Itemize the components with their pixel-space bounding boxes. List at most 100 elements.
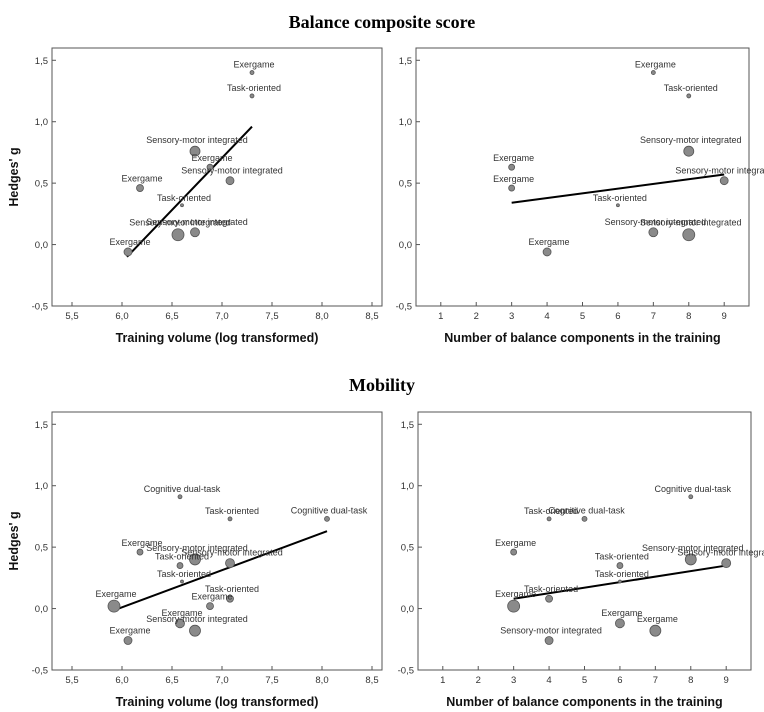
y-tick-label: 0,5: [399, 179, 412, 190]
y-tick-label: 1,0: [399, 117, 412, 128]
data-point-label: Exergame: [161, 608, 202, 618]
plot-frame: [51, 411, 383, 671]
data-point-label: Exergame: [121, 538, 162, 548]
data-point-label: Exergame: [109, 626, 150, 636]
data-point-label: Sensory-motor integrated: [146, 614, 248, 624]
x-tick-label: 9: [724, 675, 729, 686]
data-point: [507, 599, 521, 613]
data-point-label: Cognitive dual-task: [655, 484, 732, 494]
data-point: [176, 562, 184, 569]
data-point: [189, 145, 201, 157]
data-point: [719, 176, 729, 186]
x-tick-label: 8,5: [365, 675, 378, 686]
data-point: [616, 562, 624, 569]
y-tick-label: 0,5: [35, 179, 48, 190]
data-point: [650, 70, 656, 75]
x-tick-label: 7: [653, 675, 658, 686]
y-tick-label: 1,0: [35, 117, 48, 128]
y-tick-label: 1,5: [35, 420, 48, 431]
x-tick-label: 4: [544, 311, 549, 322]
data-point: [249, 70, 255, 75]
section-title-mobility: Mobility: [349, 375, 415, 395]
data-point: [177, 494, 183, 500]
data-point: [180, 579, 184, 584]
data-point-label: Sensory-motor integrated: [640, 218, 742, 228]
data-point-label: Cognitive dual-task: [548, 505, 625, 515]
data-point: [189, 553, 201, 566]
data-point: [225, 176, 235, 186]
data-point: [618, 579, 622, 584]
data-point-label: Exergame: [121, 174, 162, 184]
data-point: [684, 553, 697, 566]
x-tick-label: 6,5: [165, 675, 178, 686]
data-point-label: Task-oriented: [524, 506, 578, 516]
data-point-label: Sensory-motor integrated: [605, 217, 707, 227]
data-point-label: Cognitive dual-task: [291, 505, 368, 515]
data-point-label: Exergame: [495, 538, 536, 548]
x-tick-label: 6,0: [115, 311, 128, 322]
data-point-label: Exergame: [95, 589, 136, 599]
data-point: [189, 624, 201, 637]
data-point-label: Exergame: [495, 589, 536, 599]
data-point: [180, 203, 184, 208]
data-point-label: Task-oriented: [157, 193, 211, 203]
y-axis-label: Hedges' g: [7, 511, 21, 570]
y-tick-label: 0,0: [399, 240, 412, 251]
data-point: [688, 494, 694, 500]
data-point-label: Task-oriented: [227, 83, 281, 93]
x-tick-label: 8,5: [365, 311, 378, 322]
x-tick-label: 2: [474, 311, 479, 322]
x-tick-label: 7,0: [215, 675, 228, 686]
y-tick-label: 1,5: [399, 56, 412, 67]
data-point: [682, 228, 696, 242]
data-point: [226, 594, 234, 603]
data-point-label: Sensory-motor integrated: [640, 135, 742, 145]
data-point-label: Sensory-motor integrated: [677, 548, 764, 558]
data-point: [225, 558, 235, 569]
fit-line: [126, 125, 253, 258]
data-point-label: Task-oriented: [157, 569, 211, 579]
x-tick-label: 7,5: [265, 675, 278, 686]
data-point-label: Sensory-motor integrated: [146, 543, 248, 553]
data-point-label: Exergame: [191, 153, 232, 163]
chart-mobility-training-volume: -0,5 0,0 0,5 1,0 1,5 5,5 6,0 6,5 7,0 7,5 8,0 8,5 Tra…: [7, 411, 383, 709]
data-point-label: Exergame: [493, 153, 534, 163]
x-tick-label: 6: [617, 675, 622, 686]
data-point-label: Sensory-motor integrated: [181, 548, 283, 558]
data-point-label: Task-oriented: [593, 193, 647, 203]
data-point-label: Sensory-motor integrated: [675, 166, 764, 176]
data-point: [581, 515, 588, 522]
data-point-label: Cognitive dual-task: [144, 484, 221, 494]
data-point: [136, 548, 144, 556]
x-tick-label: 8,0: [315, 311, 328, 322]
y-tick-label: 1,5: [401, 420, 414, 431]
data-point-label: Sensory-motor integrated: [500, 626, 602, 636]
data-point-label: Sensory-motor integrated: [642, 543, 744, 553]
data-point: [510, 548, 518, 556]
x-tick-label: 6,5: [165, 311, 178, 322]
x-tick-label: 6,0: [115, 675, 128, 686]
x-tick-label: 7,0: [215, 311, 228, 322]
x-axis-label: Number of balance components in the trai…: [446, 695, 722, 709]
x-tick-label: 1: [438, 311, 443, 322]
data-point: [123, 636, 133, 645]
data-point-label: Task-oriented: [205, 506, 259, 516]
x-axis-label: Number of balance components in the trai…: [444, 331, 720, 345]
data-point: [683, 145, 695, 157]
data-point: [648, 227, 659, 238]
data-point: [206, 602, 214, 611]
y-tick-label: -0,5: [32, 302, 48, 313]
data-point-label: Sensory-motor integrated: [129, 218, 231, 228]
data-point-label: Exergame: [529, 237, 570, 247]
y-tick-label: -0,5: [398, 666, 414, 677]
x-tick-label: 5,5: [65, 311, 78, 322]
x-tick-label: 4: [546, 675, 551, 686]
data-point: [508, 163, 516, 171]
data-point: [136, 184, 144, 192]
data-point-label: Exergame: [637, 614, 678, 624]
data-point: [616, 203, 620, 208]
chart-balance-training-volume: -0,5 0,0 0,5 1,0 1,5 5,5 6,0 6,5 7,0 7,5 8,0 8,5 Tra…: [7, 47, 383, 345]
x-tick-label: 8: [688, 675, 693, 686]
data-point: [171, 228, 185, 242]
